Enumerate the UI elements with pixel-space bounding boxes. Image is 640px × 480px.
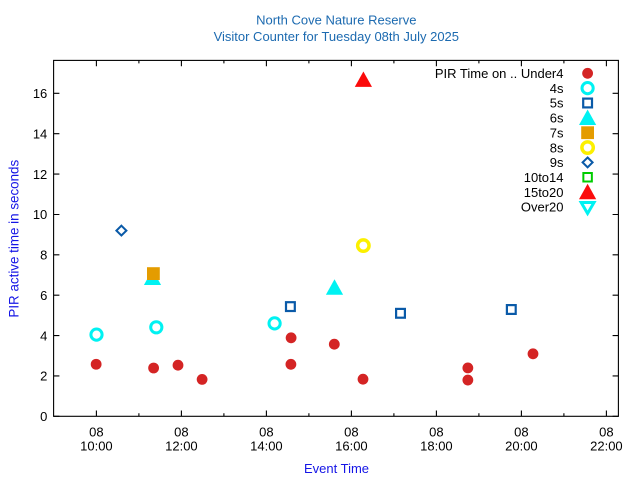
svg-text:10:00: 10:00 [80, 439, 113, 454]
svg-text:15to20: 15to20 [524, 185, 564, 200]
svg-text:08: 08 [259, 425, 273, 440]
svg-text:Event Time: Event Time [304, 461, 369, 476]
svg-text:20:00: 20:00 [505, 439, 538, 454]
svg-text:8s: 8s [550, 140, 564, 155]
svg-text:PIR Time on .. Under4: PIR Time on .. Under4 [435, 66, 564, 81]
svg-text:08: 08 [174, 425, 188, 440]
svg-text:08: 08 [429, 425, 443, 440]
svg-text:08: 08 [89, 425, 103, 440]
svg-text:6s: 6s [550, 111, 564, 126]
svg-text:14: 14 [33, 126, 47, 141]
svg-text:12: 12 [33, 167, 47, 182]
svg-text:2: 2 [40, 369, 47, 384]
svg-text:10: 10 [33, 207, 47, 222]
svg-text:08: 08 [514, 425, 528, 440]
svg-text:16: 16 [33, 86, 47, 101]
svg-text:8: 8 [40, 248, 47, 263]
svg-text:16:00: 16:00 [335, 439, 368, 454]
svg-text:Over20: Over20 [521, 200, 564, 215]
svg-text:10to14: 10to14 [524, 170, 564, 185]
svg-text:08: 08 [344, 425, 358, 440]
svg-text:6: 6 [40, 288, 47, 303]
svg-text:08: 08 [599, 425, 613, 440]
svg-text:18:00: 18:00 [420, 439, 453, 454]
svg-text:7s: 7s [550, 125, 564, 140]
svg-text:North Cove Nature Reserve: North Cove Nature Reserve [256, 12, 416, 27]
svg-text:4s: 4s [550, 81, 564, 96]
svg-text:0: 0 [40, 409, 47, 424]
svg-text:12:00: 12:00 [165, 439, 198, 454]
svg-text:14:00: 14:00 [250, 439, 283, 454]
svg-text:22:00: 22:00 [590, 439, 623, 454]
svg-text:9s: 9s [550, 155, 564, 170]
svg-text:PIR active time in seconds: PIR active time in seconds [6, 160, 21, 318]
svg-text:Visitor Counter for Tuesday 08: Visitor Counter for Tuesday 08th July 20… [214, 29, 459, 44]
svg-text:5s: 5s [550, 96, 564, 111]
svg-text:4: 4 [40, 328, 47, 343]
